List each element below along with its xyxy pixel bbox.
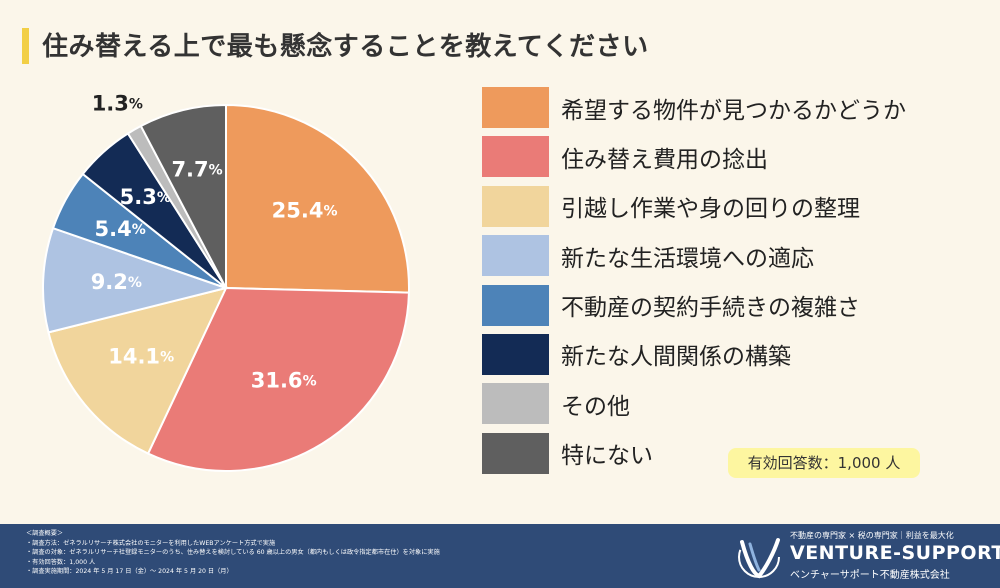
pie-slice bbox=[225, 103, 410, 294]
title-accent-bar bbox=[22, 28, 29, 64]
legend-item: 引越し作業や身の回りの整理 bbox=[482, 183, 906, 230]
slice-value: 31.6 bbox=[251, 368, 303, 392]
respondent-count-badge: 有効回答数：1,000 人 bbox=[728, 448, 920, 478]
slice-unit: % bbox=[303, 373, 317, 389]
pie-slice bbox=[146, 286, 410, 472]
slice-unit: % bbox=[132, 222, 146, 238]
slice-value: 5.4 bbox=[95, 217, 132, 241]
slice-unit: % bbox=[160, 350, 174, 366]
slice-value-label: 14.1% bbox=[108, 345, 174, 369]
legend-label: 希望する物件が見つかるかどうか bbox=[561, 97, 906, 124]
legend-item: 不動産の契約手続きの複雑さ bbox=[482, 282, 906, 329]
pie-slice bbox=[47, 286, 228, 455]
legend-label: 住み替え費用の捻出 bbox=[561, 146, 768, 173]
slice-value-label: 5.3% bbox=[120, 185, 171, 209]
legend-item: 新たな人間関係の構築 bbox=[482, 331, 906, 378]
legend-item: その他 bbox=[482, 380, 906, 427]
survey-note-line: ・調査実施期間：2024 年 5 月 17 日（金）〜 2024 年 5 月 2… bbox=[26, 568, 233, 576]
company-tagline: 不動産の専門家 × 税の専門家｜利益を最大化 bbox=[790, 531, 954, 540]
legend-label: 引越し作業や身の回りの整理 bbox=[561, 196, 860, 223]
company-name: ベンチャーサポート不動産株式会社 bbox=[790, 570, 950, 581]
venture-support-logo-icon bbox=[738, 536, 780, 579]
slice-value: 7.7 bbox=[171, 158, 208, 182]
legend-swatch bbox=[482, 284, 549, 326]
slice-value: 1.3 bbox=[92, 92, 129, 116]
pie-slice bbox=[139, 103, 227, 289]
pie-slice bbox=[42, 226, 230, 334]
survey-note-line: ＜調査概要＞ bbox=[26, 530, 64, 537]
legend-label: 特にない bbox=[561, 443, 653, 470]
survey-note-line: ・有効回答数：1,000 人 bbox=[26, 558, 96, 566]
legend-item: 新たな生活環境への適応 bbox=[482, 232, 906, 279]
legend-label: 新たな生活環境への適応 bbox=[561, 245, 814, 272]
slice-value-label: 7.7% bbox=[171, 158, 222, 182]
legend-swatch bbox=[482, 185, 549, 227]
slice-value: 9.2 bbox=[91, 270, 128, 294]
company-logo: 不動産の専門家 × 税の専門家｜利益を最大化 VENTURE-SUPPORT ベ… bbox=[736, 530, 1000, 584]
slice-value-label: 25.4% bbox=[272, 198, 338, 222]
legend-swatch bbox=[482, 432, 549, 474]
slice-value: 14.1 bbox=[108, 345, 160, 369]
slice-value: 5.3 bbox=[120, 185, 157, 209]
brand-name: VENTURE-SUPPORT bbox=[790, 542, 1000, 564]
slice-unit: % bbox=[129, 97, 143, 113]
legend-label: 不動産の契約手続きの複雑さ bbox=[561, 295, 860, 322]
pie-chart: 25.4%31.6%14.1%9.2%5.4%5.3%1.3%7.7% bbox=[42, 92, 410, 472]
legend-swatch bbox=[482, 333, 549, 375]
slice-value-label: 9.2% bbox=[91, 270, 142, 294]
chart-legend: 希望する物件が見つかるかどうか 住み替え費用の捻出引越し作業や身の回りの整理 新たな… bbox=[482, 84, 906, 479]
slice-unit: % bbox=[209, 163, 223, 179]
legend-item: 希望する物件が見つかるかどうか bbox=[482, 84, 906, 131]
footer-bar: ＜調査概要＞ ・調査方法：ゼネラルリサーチ株式会社のモニターを利用したWEBアンケ… bbox=[0, 524, 1000, 588]
slice-value-label: 1.3% bbox=[92, 92, 143, 116]
survey-note-line: ・調査の対象：ゼネラルリサーチ社登録モニターのうち、住み替えを検討している 60… bbox=[26, 549, 440, 557]
slice-value-label: 31.6% bbox=[251, 368, 317, 392]
legend-swatch bbox=[482, 235, 549, 277]
survey-notes: ＜調査概要＞ ・調査方法：ゼネラルリサーチ株式会社のモニターを利用したWEBアンケ… bbox=[26, 529, 440, 577]
legend-swatch bbox=[482, 383, 549, 425]
slice-value: 25.4 bbox=[272, 198, 324, 222]
legend-label: 新たな人間関係の構築 bbox=[561, 344, 791, 371]
legend-label: その他 bbox=[561, 393, 630, 420]
slice-unit: % bbox=[128, 275, 142, 291]
slice-unit: % bbox=[324, 203, 338, 219]
legend-swatch bbox=[482, 136, 549, 178]
survey-note-line: ・調査方法：ゼネラルリサーチ株式会社のモニターを利用したWEBアンケート方式で実… bbox=[26, 539, 276, 547]
slice-value-label: 5.4% bbox=[95, 217, 146, 241]
legend-swatch bbox=[482, 87, 549, 128]
chart-title: 住み替える上で最も懸念することを教えてください bbox=[42, 32, 649, 62]
legend-item: 特にない bbox=[482, 430, 906, 477]
legend-item: 住み替え費用の捻出 bbox=[482, 133, 906, 180]
